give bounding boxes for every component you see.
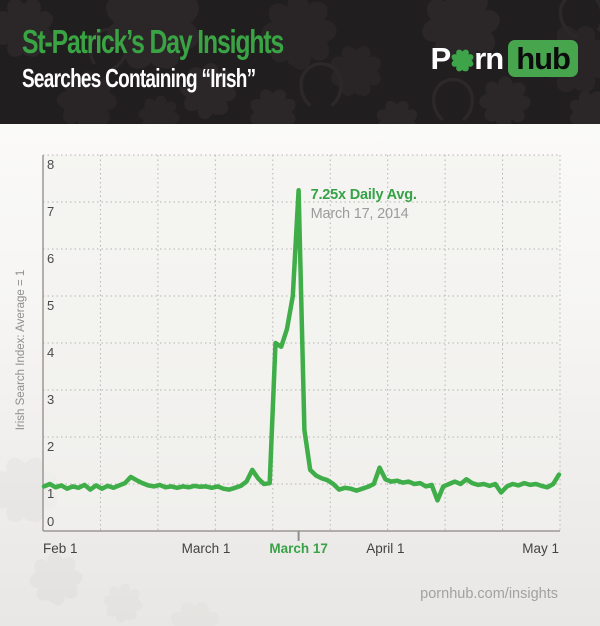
header-banner: St-Patrick’s Day Insights Searches Conta… (0, 0, 600, 124)
page-subtitle: Searches Containing “Irish” (22, 63, 256, 93)
x-tick-april-1: April 1 (366, 541, 405, 556)
chart-line-irish-index (41, 188, 562, 503)
logo-text-rn: rn (474, 40, 504, 76)
y-tick-5: 5 (47, 298, 55, 313)
y-tick-0: 0 (47, 514, 55, 529)
four-leaf-clover-icon (449, 47, 476, 74)
annotation-peak-date: March 17, 2014 (310, 206, 409, 223)
logo-text-hub: hub (508, 40, 578, 77)
logo-text-p: P (430, 40, 452, 76)
x-tick-may-1: May 1 (522, 541, 559, 556)
y-tick-4: 4 (47, 345, 55, 360)
header-titles: St-Patrick’s Day Insights Searches Conta… (22, 25, 370, 91)
insights-url-link[interactable]: pornhub.com/insights (420, 586, 558, 602)
peak-annotation: 7.25x Daily Avg. March 17, 2014 (311, 187, 417, 222)
x-tick-march-17: March 17 (269, 541, 328, 556)
page-title: St-Patrick’s Day Insights (22, 23, 284, 60)
y-tick-8: 8 (47, 157, 55, 172)
pornhub-logo[interactable]: P rn hub (430, 40, 578, 77)
y-tick-2: 2 (47, 439, 55, 454)
y-tick-3: 3 (47, 392, 55, 407)
y-tick-7: 7 (47, 204, 55, 219)
y-tick-6: 6 (47, 251, 55, 266)
annotation-peak-value: 7.25x Daily Avg. (310, 187, 417, 204)
y-tick-1: 1 (47, 486, 55, 501)
y-axis-title: Irish Search Index: Average = 1 (15, 269, 27, 431)
x-tick-feb-1: Feb 1 (43, 541, 78, 556)
x-tick-march-1: March 1 (181, 541, 231, 556)
